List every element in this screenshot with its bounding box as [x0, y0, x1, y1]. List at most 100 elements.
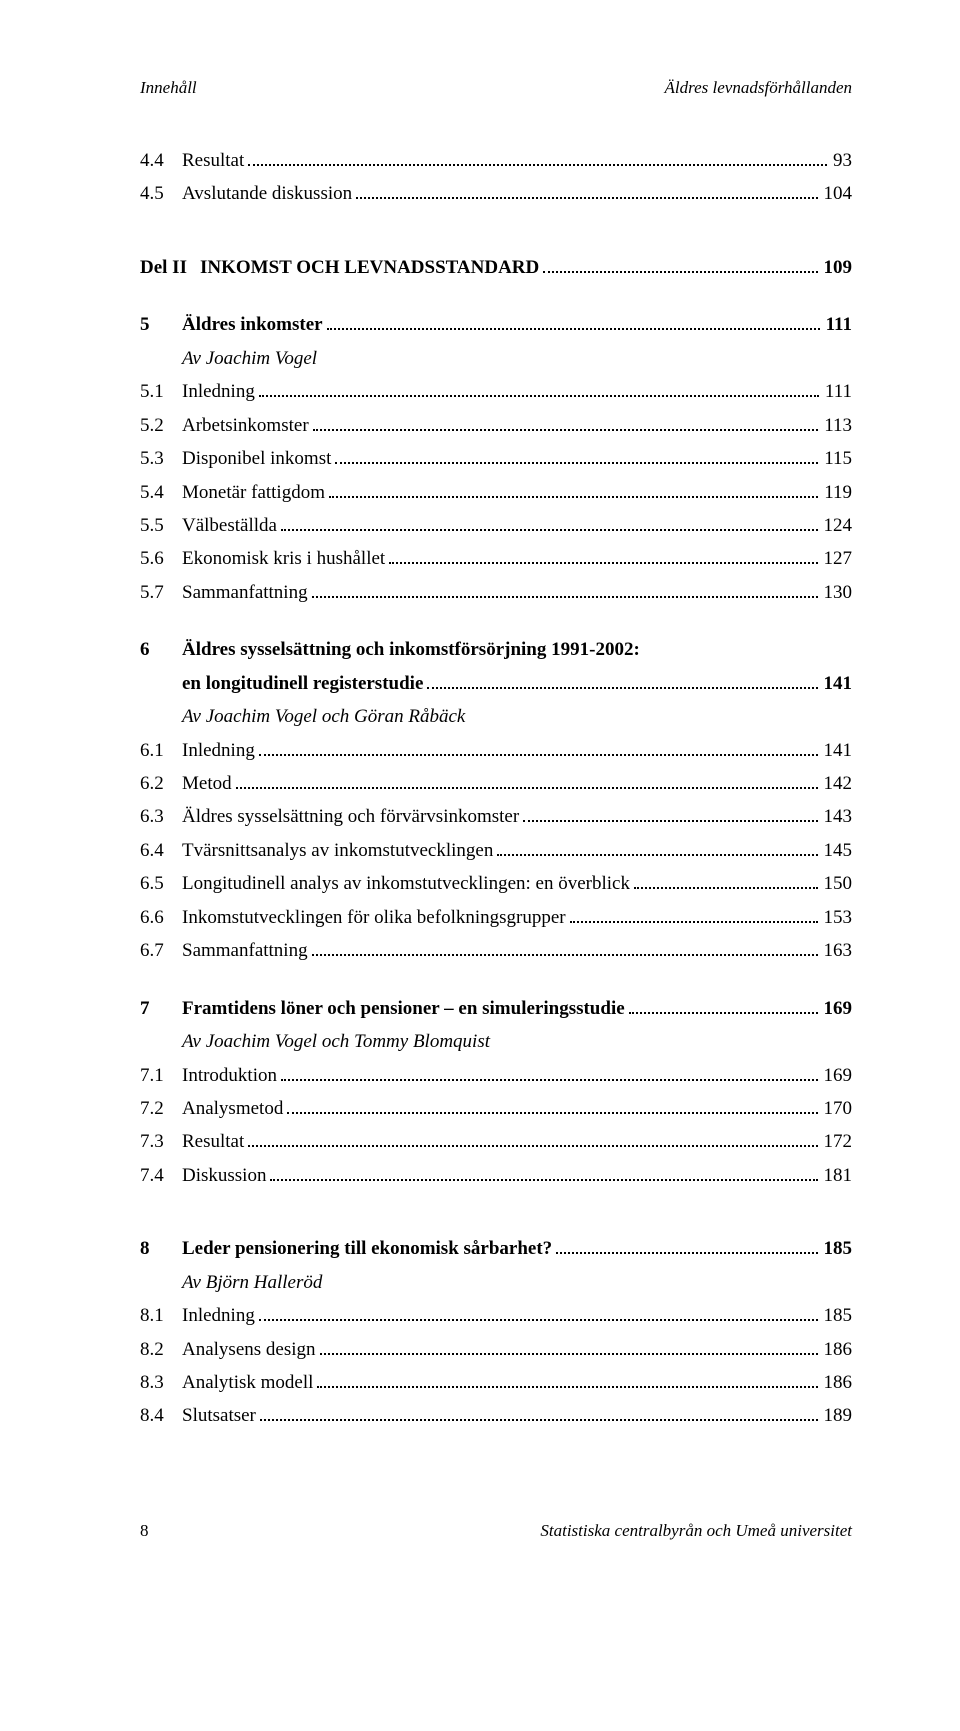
toc-page: 181	[822, 1161, 853, 1190]
toc-entry: 8Leder pensionering till ekonomisk sårba…	[140, 1234, 852, 1263]
toc-page: 186	[822, 1368, 853, 1397]
toc-leader-dots	[259, 1310, 818, 1321]
toc-leader-dots	[259, 744, 818, 755]
toc-num-spacer	[140, 669, 182, 698]
toc-page: 142	[822, 769, 853, 798]
toc-title: Leder pensionering till ekonomisk sårbar…	[182, 1234, 552, 1263]
toc-gap	[140, 1194, 852, 1234]
toc-number: 6.4	[140, 836, 182, 865]
toc-entry: 6.6Inkomstutvecklingen för olika befolkn…	[140, 903, 852, 932]
toc-entry: 6.7Sammanfattning163	[140, 936, 852, 965]
toc-page: 186	[822, 1335, 853, 1364]
toc-leader-dots	[427, 677, 817, 688]
toc-page: 169	[822, 994, 853, 1023]
toc-leader-dots	[236, 778, 818, 789]
table-of-contents: 4.4Resultat93 4.5Avslutande diskussion 104…	[140, 146, 852, 1431]
toc-entry: 7.1Introduktion169	[140, 1061, 852, 1090]
toc-number: 5.3	[140, 444, 182, 473]
toc-title: Inledning	[182, 736, 255, 765]
toc-entry-continuation: en longitudinell registerstudie141	[140, 669, 852, 698]
toc-leader-dots	[556, 1243, 817, 1254]
toc-title: en longitudinell registerstudie	[182, 669, 423, 698]
toc-leader-dots	[248, 155, 827, 166]
toc-title: Analytisk modell	[182, 1368, 313, 1397]
toc-entry: 4.4Resultat93	[140, 146, 852, 175]
toc-title: Longitudinell analys av inkomstutvecklin…	[182, 869, 630, 898]
toc-entry: 6.1Inledning141	[140, 736, 852, 765]
toc-leader-dots	[281, 1069, 818, 1080]
toc-page: 111	[824, 310, 852, 339]
toc-number: 8.2	[140, 1335, 182, 1364]
toc-number: 5	[140, 310, 182, 339]
toc-number: 8.3	[140, 1368, 182, 1397]
toc-entry: 5Äldres inkomster 111	[140, 310, 852, 339]
toc-leader-dots	[320, 1343, 818, 1354]
toc-leader-dots	[629, 1002, 818, 1013]
toc-author-line: 0.0Av Joachim Vogel och Tommy Blomquist	[140, 1027, 852, 1056]
toc-page: 109	[822, 253, 853, 282]
toc-title: Diskussion	[182, 1161, 266, 1190]
toc-title: Arbetsinkomster	[182, 411, 309, 440]
toc-entry: 6.5Longitudinell analys av inkomstutveck…	[140, 869, 852, 898]
toc-number: 5.1	[140, 377, 182, 406]
toc-title: Resultat	[182, 1127, 244, 1156]
header-left: Innehåll	[140, 78, 197, 98]
toc-number: Del II	[140, 253, 200, 282]
toc-number: 6.5	[140, 869, 182, 898]
toc-page: 153	[822, 903, 853, 932]
running-header: Innehåll Äldres levnadsförhållanden	[140, 78, 852, 98]
toc-title: Sammanfattning	[182, 936, 308, 965]
toc-leader-dots	[389, 553, 817, 564]
toc-page: 104	[822, 179, 853, 208]
toc-author-line: 0.0Av Joachim Vogel	[140, 344, 852, 373]
toc-entry: 8.4Slutsatser189	[140, 1401, 852, 1430]
toc-leader-dots	[356, 188, 817, 199]
toc-number: 4.4	[140, 146, 182, 175]
toc-title: Monetär fattigdom	[182, 478, 325, 507]
toc-title: Disponibel inkomst	[182, 444, 331, 473]
toc-page: 189	[822, 1401, 853, 1430]
toc-number: 8.4	[140, 1401, 182, 1430]
toc-leader-dots	[312, 586, 818, 597]
toc-gap	[140, 213, 852, 253]
toc-entry: 8.2Analysens design186	[140, 1335, 852, 1364]
toc-entry: 6Äldres sysselsättning och inkomstförsör…	[140, 635, 852, 664]
toc-author: Av Joachim Vogel och Tommy Blomquist	[182, 1027, 490, 1056]
toc-title: Analysmetod	[182, 1094, 283, 1123]
toc-title: Tvärsnittsanalys av inkomstutvecklingen	[182, 836, 493, 865]
toc-entry: 7.4Diskussion181	[140, 1161, 852, 1190]
footer-publisher: Statistiska centralbyrån och Umeå univer…	[540, 1521, 852, 1541]
footer-page-number: 8	[140, 1521, 149, 1541]
toc-leader-dots	[327, 319, 820, 330]
toc-entry: 7.3Resultat172	[140, 1127, 852, 1156]
toc-number: 6	[140, 635, 182, 664]
toc-gap	[140, 970, 852, 994]
toc-title: Framtidens löner och pensioner – en simu…	[182, 994, 625, 1023]
toc-number: 5.6	[140, 544, 182, 573]
toc-page: 169	[822, 1061, 853, 1090]
toc-page: 130	[822, 578, 853, 607]
toc-leader-dots	[497, 844, 817, 855]
toc-author: Av Joachim Vogel	[182, 344, 317, 373]
toc-number: 6.3	[140, 802, 182, 831]
toc-page: 185	[822, 1234, 853, 1263]
toc-entry: 5.4Monetär fattigdom119	[140, 478, 852, 507]
toc-leader-dots	[570, 911, 818, 922]
toc-gap	[140, 286, 852, 310]
toc-entry: 5.2Arbetsinkomster113	[140, 411, 852, 440]
toc-number: 6.7	[140, 936, 182, 965]
toc-title: Avslutande diskussion	[182, 179, 352, 208]
toc-number: 7.3	[140, 1127, 182, 1156]
toc-entry: 5.7Sammanfattning130	[140, 578, 852, 607]
toc-leader-dots	[634, 878, 818, 889]
toc-leader-dots	[270, 1169, 817, 1180]
toc-title: Sammanfattning	[182, 578, 308, 607]
toc-page: 124	[822, 511, 853, 540]
toc-entry: 8.3Analytisk modell 186	[140, 1368, 852, 1397]
toc-title: Äldres inkomster	[182, 310, 323, 339]
toc-number: 7	[140, 994, 182, 1023]
toc-entry: 6.3Äldres sysselsättning och förvärvsink…	[140, 802, 852, 831]
toc-entry: 5.3Disponibel inkomst115	[140, 444, 852, 473]
toc-page: 185	[822, 1301, 853, 1330]
toc-number: 4.5	[140, 179, 182, 208]
